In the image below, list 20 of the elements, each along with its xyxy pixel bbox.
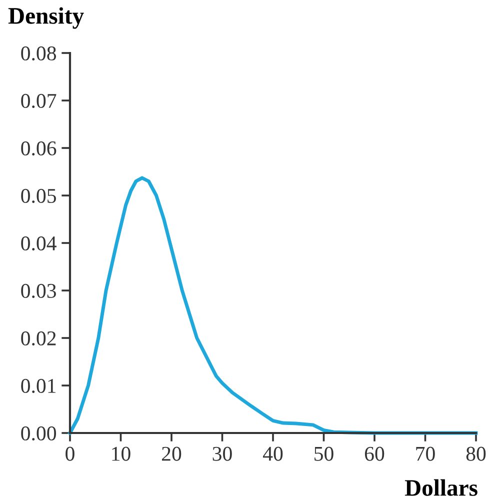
x-axis-title: Dollars <box>404 479 478 496</box>
x-tick-label: 70 <box>416 446 435 461</box>
y-tick-label: 0.06 <box>21 141 56 156</box>
y-axis-title: Density <box>8 7 84 29</box>
x-tick-label: 80 <box>466 446 486 461</box>
y-tick-label: 0.05 <box>21 188 56 204</box>
x-tick-label: 0 <box>66 446 74 461</box>
y-tick-label: 0.01 <box>21 378 56 394</box>
y-tick-label: 0.03 <box>21 284 56 298</box>
y-tick-label: 0.04 <box>21 236 56 251</box>
x-tick-label: 10 <box>112 446 130 461</box>
y-tick-label: 0.00 <box>21 426 56 441</box>
x-tick-label: 20 <box>162 446 182 461</box>
x-tick-label: 30 <box>212 446 232 461</box>
x-tick-label: 50 <box>314 446 334 461</box>
y-tick-label: 0.08 <box>21 46 56 61</box>
y-tick-label: 0.02 <box>21 331 56 346</box>
y-tick-label: 0.07 <box>21 94 56 108</box>
x-tick-label: 60 <box>364 446 384 461</box>
x-tick-label: 40 <box>262 446 283 461</box>
